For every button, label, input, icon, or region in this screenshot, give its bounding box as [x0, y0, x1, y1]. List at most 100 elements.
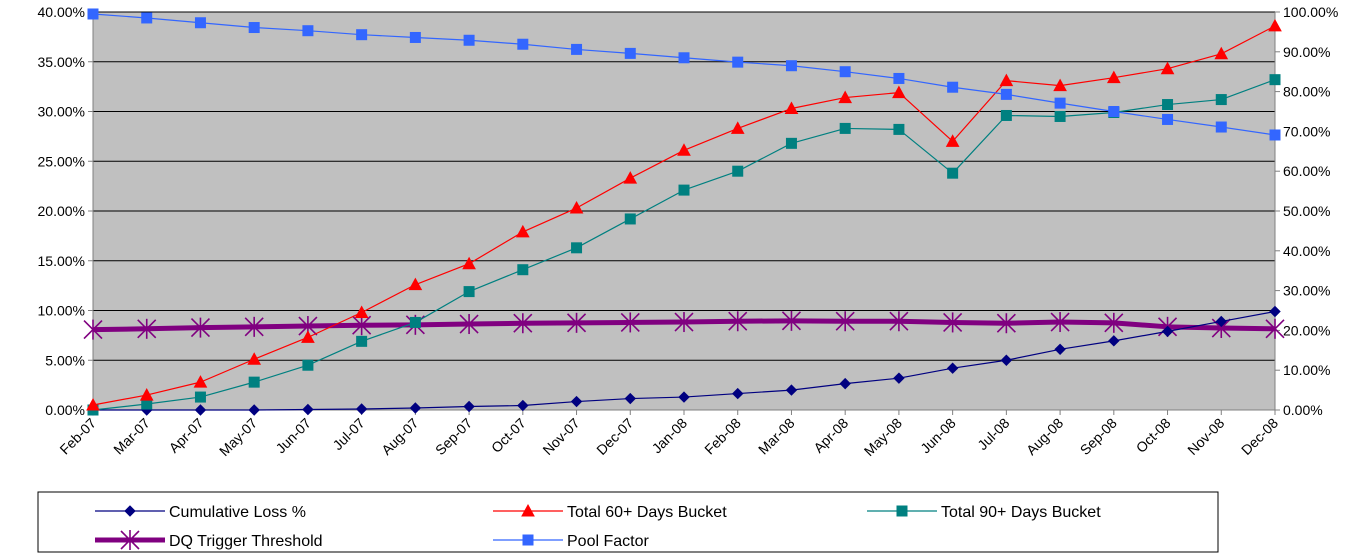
data-point-pool-factor — [624, 47, 636, 59]
x-tick-label: Jul-07 — [329, 415, 367, 453]
legend-entry-total-60-days-bucket: Total 60+ Days Bucket — [493, 503, 727, 521]
data-point-cumulative-loss — [1000, 354, 1013, 366]
data-point-dq-trigger-threshold — [943, 312, 963, 333]
right-tick-label: 100.00% — [1283, 4, 1338, 20]
data-point-total-60-days-bucket — [784, 101, 799, 115]
legend-entry-cumulative-loss: Cumulative Loss % — [95, 504, 306, 521]
data-point-cumulative-loss — [624, 392, 636, 405]
legend-swatch-marker — [124, 505, 136, 517]
legend-swatch-marker — [521, 503, 535, 517]
data-point-total-90-days-bucket — [1269, 74, 1281, 86]
data-point-pool-factor — [463, 34, 475, 46]
data-point-total-60-days-bucket — [462, 256, 476, 270]
data-point-pool-factor — [517, 38, 529, 50]
x-tick-label: Aug-08 — [1023, 415, 1066, 458]
data-point-cumulative-loss — [409, 402, 422, 414]
left-tick-label: 20.00% — [38, 203, 85, 219]
data-point-pool-factor — [1054, 97, 1066, 109]
data-point-total-60-days-bucket — [86, 397, 100, 411]
data-point-total-60-days-bucket — [1106, 70, 1121, 84]
x-tick-label: Dec-08 — [1238, 415, 1281, 458]
legend-label: DQ Trigger Threshold — [169, 533, 323, 550]
data-point-pool-factor — [785, 60, 797, 72]
right-axis-tick-labels: 0.00% 10.00% 20.00% 30.00% 40.00% 50.00% 60.00… — [1275, 4, 1338, 418]
data-point-total-90-days-bucket — [517, 264, 529, 276]
legend-entry-pool-factor: Pool Factor — [493, 533, 649, 550]
data-point-total-90-days-bucket — [302, 359, 314, 371]
data-point-total-60-days-bucket — [569, 200, 584, 214]
data-point-total-60-days-bucket — [247, 352, 262, 365]
legend-label: Total 60+ Days Bucket — [567, 504, 727, 521]
x-tick-label: Apr-07 — [166, 415, 207, 456]
series-total-90-days-bucket — [87, 74, 1281, 416]
data-point-cumulative-loss — [839, 377, 851, 390]
data-point-dq-trigger-threshold — [244, 316, 264, 337]
right-tick-label: 80.00% — [1283, 84, 1330, 100]
right-tick-label: 10.00% — [1283, 362, 1330, 378]
x-tick-label: Jun-07 — [272, 415, 314, 457]
data-point-total-60-days-bucket — [354, 305, 369, 318]
data-point-total-60-days-bucket — [1053, 78, 1067, 92]
data-point-total-90-days-bucket — [1215, 94, 1227, 106]
data-point-total-90-days-bucket — [194, 391, 206, 403]
data-point-pool-factor — [248, 22, 260, 34]
x-tick-label: May-08 — [861, 415, 905, 459]
x-tick-label: Feb-07 — [56, 415, 99, 458]
legend-swatch-marker — [522, 534, 534, 546]
data-point-total-90-days-bucket — [893, 123, 905, 135]
legend-swatch-marker — [896, 505, 908, 517]
data-point-cumulative-loss — [1161, 325, 1174, 338]
data-point-cumulative-loss — [194, 404, 207, 416]
data-point-pool-factor — [678, 52, 690, 64]
legend-box — [37, 491, 1219, 553]
data-point-cumulative-loss — [355, 403, 368, 415]
data-point-total-90-days-bucket — [624, 213, 636, 225]
legend-label: Cumulative Loss % — [169, 504, 306, 521]
data-point-dq-trigger-threshold — [1104, 312, 1124, 333]
data-point-total-90-days-bucket — [1000, 109, 1012, 121]
data-point-total-60-days-bucket — [1160, 61, 1175, 75]
x-tick-label: Sep-07 — [432, 415, 475, 458]
x-tick-label: Feb-08 — [701, 415, 744, 458]
data-point-total-90-days-bucket — [947, 167, 959, 179]
data-point-pool-factor — [141, 12, 153, 24]
x-tick-label: Nov-08 — [1184, 415, 1227, 458]
series-total-60-days-bucket — [86, 18, 1282, 411]
data-point-pool-factor — [947, 81, 959, 93]
data-point-dq-trigger-threshold — [889, 311, 909, 332]
legend-label: Pool Factor — [567, 533, 649, 550]
data-point-total-60-days-bucket — [1214, 46, 1229, 60]
data-point-total-60-days-bucket — [515, 224, 530, 238]
data-point-dq-trigger-threshold — [835, 311, 855, 332]
legend: Cumulative Loss % Total 60+ Days Bucket To… — [37, 491, 1219, 553]
data-point-cumulative-loss — [1108, 335, 1120, 347]
x-tick-label: Jan-08 — [649, 415, 691, 457]
data-point-total-60-days-bucket — [945, 134, 960, 147]
left-axis-tick-labels: 0.00% 5.00% 10.00% 15.00% 20.00% 25.00% 30.00%… — [38, 4, 93, 418]
data-point-total-90-days-bucket — [678, 184, 690, 196]
data-point-total-60-days-bucket — [1268, 18, 1282, 32]
data-point-cumulative-loss — [570, 395, 583, 408]
right-tick-label: 90.00% — [1283, 44, 1330, 60]
data-point-cumulative-loss — [785, 384, 798, 396]
left-tick-label: 15.00% — [38, 253, 85, 269]
x-tick-label: Mar-07 — [110, 415, 153, 458]
right-tick-label: 50.00% — [1283, 203, 1330, 219]
series-cumulative-loss — [87, 305, 1281, 416]
legend-entry-dq-trigger-threshold: DQ Trigger Threshold — [95, 530, 323, 550]
x-tick-label: Sep-08 — [1077, 415, 1120, 458]
x-tick-label: Apr-08 — [810, 415, 851, 456]
data-point-total-90-days-bucket — [463, 286, 475, 298]
series-layer — [83, 8, 1285, 416]
x-tick-label: Mar-08 — [755, 415, 798, 458]
right-tick-label: 60.00% — [1283, 163, 1330, 179]
x-tick-label: Oct-07 — [488, 415, 529, 456]
left-tick-label: 10.00% — [38, 303, 85, 319]
data-point-total-90-days-bucket — [732, 165, 744, 177]
series-pool-factor — [87, 8, 1281, 141]
left-tick-label: 25.00% — [38, 153, 85, 169]
legend-entry-total-90-days-bucket: Total 90+ Days Bucket — [867, 504, 1101, 521]
right-tick-label: 30.00% — [1283, 283, 1330, 299]
data-point-cumulative-loss — [678, 391, 690, 403]
